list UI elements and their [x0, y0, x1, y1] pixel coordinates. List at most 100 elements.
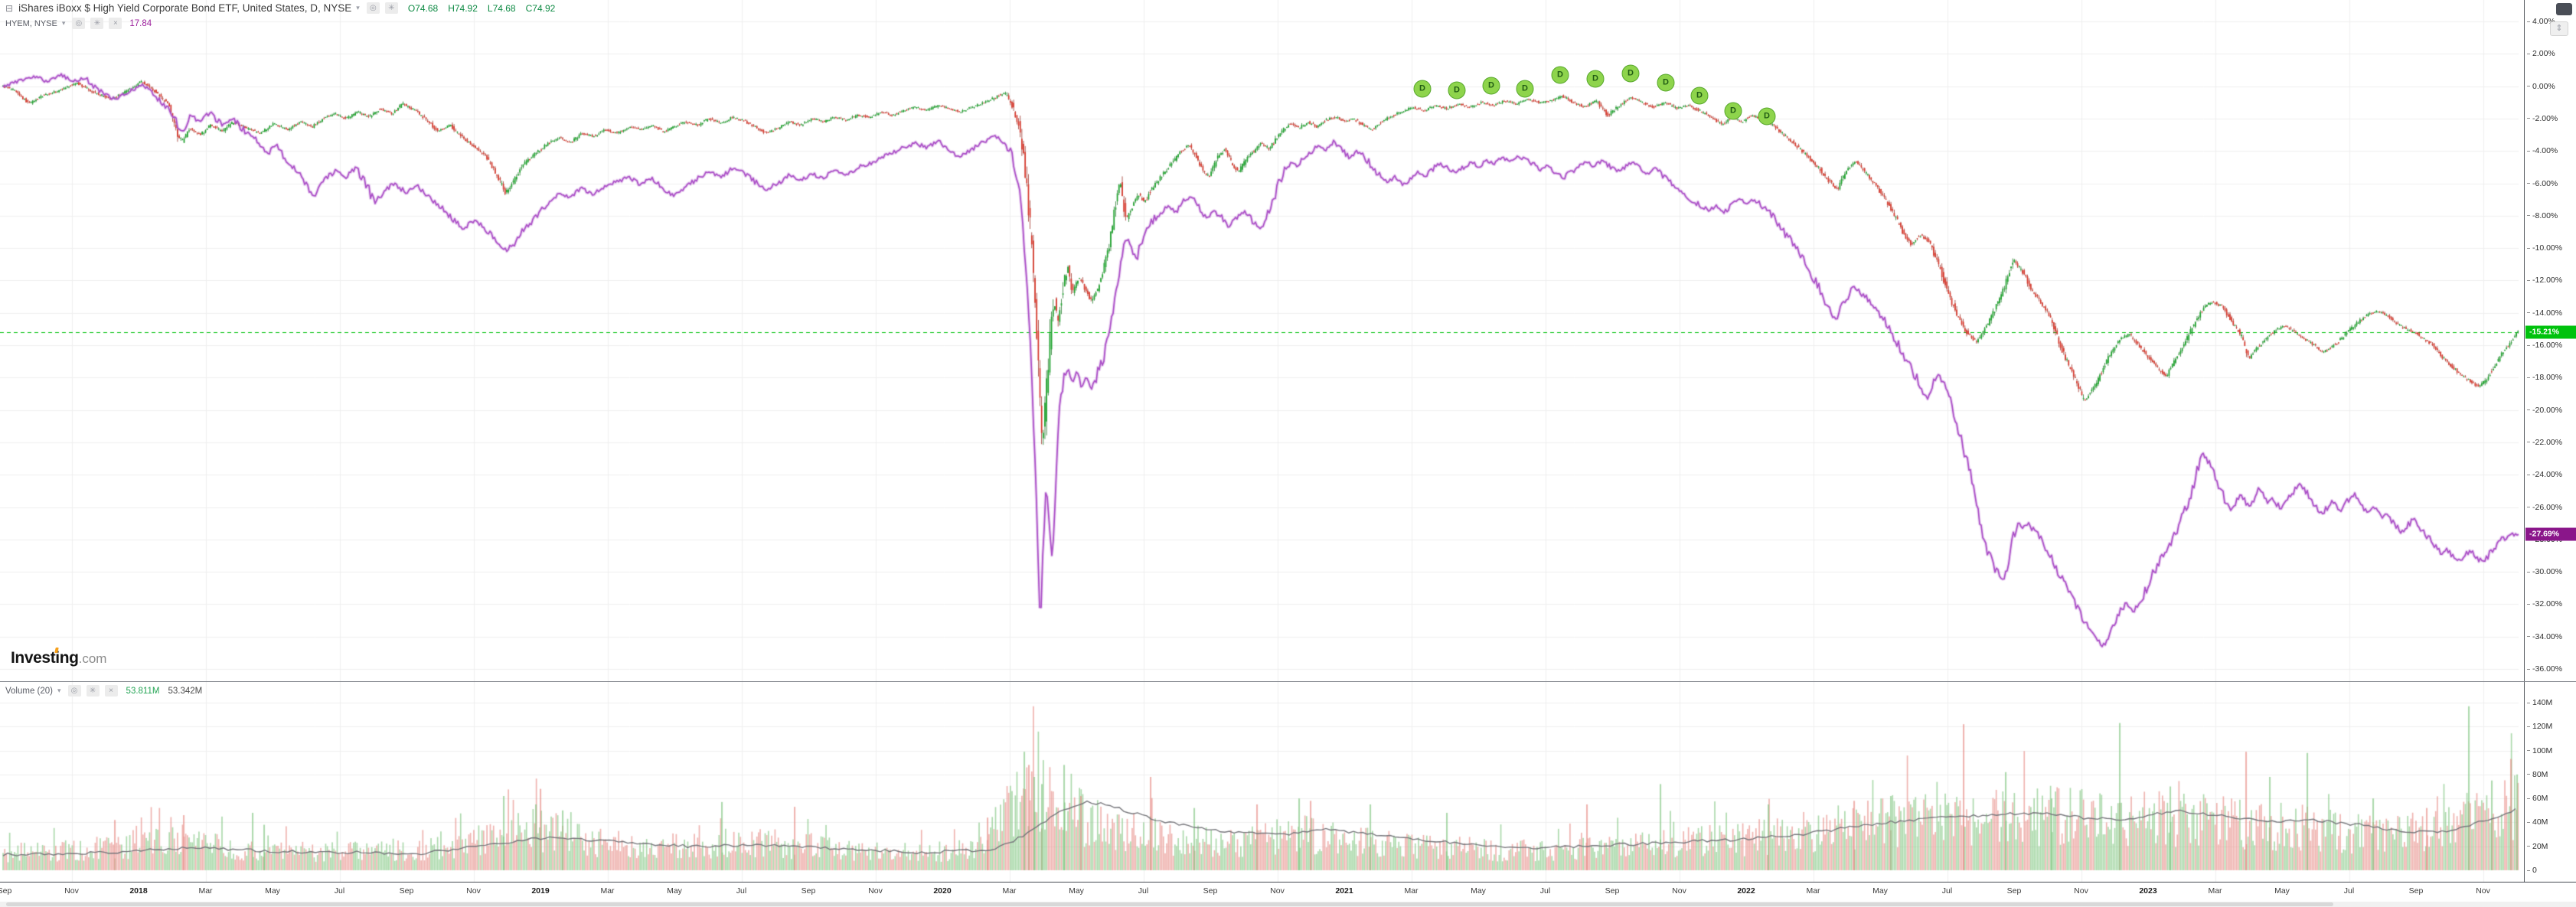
symbol-title[interactable]: iShares iBoxx $ High Yield Corporate Bon… [18, 2, 352, 14]
price-tick-label: -16.00% [2527, 341, 2562, 350]
price-tick-label: -12.00% [2527, 276, 2562, 285]
price-scale-fit-icon[interactable]: ⇕ [2550, 21, 2568, 36]
price-tick-label: -34.00% [2527, 632, 2562, 641]
time-tick-label: May [1069, 886, 1084, 896]
time-tick-label: Mar [1002, 886, 1017, 896]
volume-tick-label: 40M [2527, 817, 2548, 827]
volume-tick-label: 60M [2527, 794, 2548, 803]
hide-series-icon[interactable]: ◎ [366, 2, 380, 14]
time-tick-label: Mar [2208, 886, 2222, 896]
volume-indicator-legend: Volume (20) ▾ ◎ ✳ × 53.811M 53.342M [5, 685, 202, 697]
time-tick-label: 2018 [129, 886, 148, 896]
time-tick-label: Mar [198, 886, 213, 896]
scrollbar-thumb[interactable] [6, 902, 2333, 906]
time-tick-label: Mar [600, 886, 615, 896]
volume-tick-label: 120M [2527, 722, 2552, 731]
dividend-marker[interactable]: D [1448, 81, 1466, 100]
time-tick-label: Sep [399, 886, 414, 896]
dividend-marker[interactable]: D [1413, 80, 1432, 98]
price-tick-label: -10.00% [2527, 243, 2562, 253]
chart-canvas[interactable] [0, 0, 2524, 902]
time-tick-label: May [2274, 886, 2290, 896]
price-tick-label: -22.00% [2527, 438, 2562, 447]
time-tick-label: Jul [1539, 886, 1551, 896]
time-tick-label: May [1872, 886, 1888, 896]
dividend-marker[interactable]: D [1586, 70, 1605, 88]
dividend-marker[interactable]: D [1551, 66, 1569, 84]
compare-symbol-legend: HYEM, NYSE ▾ ◎ ✳ × 17.84 [5, 18, 152, 29]
dividend-marker[interactable]: D [1758, 107, 1776, 126]
gear-icon[interactable]: ✳ [384, 2, 398, 14]
price-tick-label: -4.00% [2527, 146, 2558, 155]
price-tick-label: 4.00% [2527, 17, 2555, 26]
horizontal-scrollbar[interactable] [0, 902, 2576, 907]
volume-indicator-label[interactable]: Volume (20) [5, 686, 54, 696]
time-tick-label: Nov [2476, 886, 2490, 896]
time-tick-label: Sep [2006, 886, 2022, 896]
hide-series-icon[interactable]: ◎ [67, 685, 81, 697]
investing-logo: Investing.com [11, 648, 107, 667]
price-tick-label: -26.00% [2527, 503, 2562, 512]
time-tick-label: May [265, 886, 280, 896]
time-tick-label: Jul [736, 886, 747, 896]
logo-tld: .com [78, 651, 107, 666]
close-icon[interactable]: × [104, 685, 118, 697]
collapse-pane-icon[interactable]: ⊟ [5, 2, 14, 14]
time-tick-label: Nov [2074, 886, 2088, 896]
dividend-marker[interactable]: D [1482, 77, 1500, 95]
time-tick-label: Jul [1941, 886, 1953, 896]
price-scale[interactable]: 4.00% 2.00% 0.00% -2.00% -4.00% -6.00% -8.00% -… [2524, 0, 2576, 907]
time-tick-label: Jul [334, 886, 345, 896]
volume-tick-label: 80M [2527, 770, 2548, 779]
volume-tick-label: 20M [2527, 842, 2548, 851]
corner-menu-icon[interactable] [2556, 3, 2572, 15]
compare-symbol-label[interactable]: HYEM, NYSE [5, 18, 57, 28]
price-tick-label: -36.00% [2527, 664, 2562, 674]
time-tick-label: Nov [1270, 886, 1285, 896]
current-price-label-main[interactable]: -15.21% [2525, 325, 2576, 339]
time-tick-label: Jul [2343, 886, 2355, 896]
dividend-marker[interactable]: D [1657, 73, 1675, 92]
price-tick-label: -30.00% [2527, 567, 2562, 576]
time-tick-label: 2019 [531, 886, 550, 896]
volume-current-value: 53.811M [126, 686, 160, 696]
volume-tick-label: 100M [2527, 746, 2552, 755]
time-tick-label: Nov [868, 886, 883, 896]
hide-series-icon[interactable]: ◎ [72, 18, 86, 29]
current-price-label-compare[interactable]: -27.69% [2525, 527, 2576, 541]
price-tick-label: -32.00% [2527, 599, 2562, 608]
ohlc-low: L74.68 [487, 2, 516, 14]
volume-tick-label: 140M [2527, 698, 2552, 707]
time-tick-label: 2020 [933, 886, 952, 896]
time-tick-label: Nov [64, 886, 79, 896]
time-tick-label: Nov [466, 886, 481, 896]
ohlc-open: O74.68 [407, 2, 439, 14]
time-tick-label: Sep [2408, 886, 2424, 896]
chevron-down-icon[interactable]: ▾ [61, 19, 66, 27]
chevron-down-icon[interactable]: ▾ [356, 4, 360, 11]
price-tick-label: -14.00% [2527, 308, 2562, 318]
price-tick-label: -18.00% [2527, 373, 2562, 382]
price-tick-label: -24.00% [2527, 470, 2562, 479]
time-axis[interactable]: Sep Nov 2018 Mar May Jul Sep Nov 2019 Mar May Jul Se… [0, 882, 2576, 902]
dividend-marker[interactable]: D [1621, 64, 1640, 83]
pane-separator[interactable] [0, 681, 2576, 682]
ohlc-close: C74.92 [525, 2, 556, 14]
close-icon[interactable]: × [109, 18, 122, 29]
chevron-down-icon[interactable]: ▾ [57, 687, 61, 694]
time-tick-label: Sep [801, 886, 816, 896]
time-tick-label: May [1471, 886, 1486, 896]
price-tick-label: -8.00% [2527, 211, 2558, 220]
time-tick-label: Jul [1138, 886, 1149, 896]
gear-icon[interactable]: ✳ [90, 18, 104, 29]
gear-icon[interactable]: ✳ [86, 685, 100, 697]
dividend-marker[interactable]: D [1690, 86, 1709, 105]
price-tick-label: 0.00% [2527, 82, 2555, 91]
dividend-marker[interactable]: D [1516, 80, 1534, 98]
logo-name: Investing [11, 649, 79, 667]
dividend-marker[interactable]: D [1724, 102, 1742, 120]
time-tick-label: May [667, 886, 682, 896]
price-tick-label: -6.00% [2527, 179, 2558, 188]
time-tick-label: Nov [1672, 886, 1686, 896]
